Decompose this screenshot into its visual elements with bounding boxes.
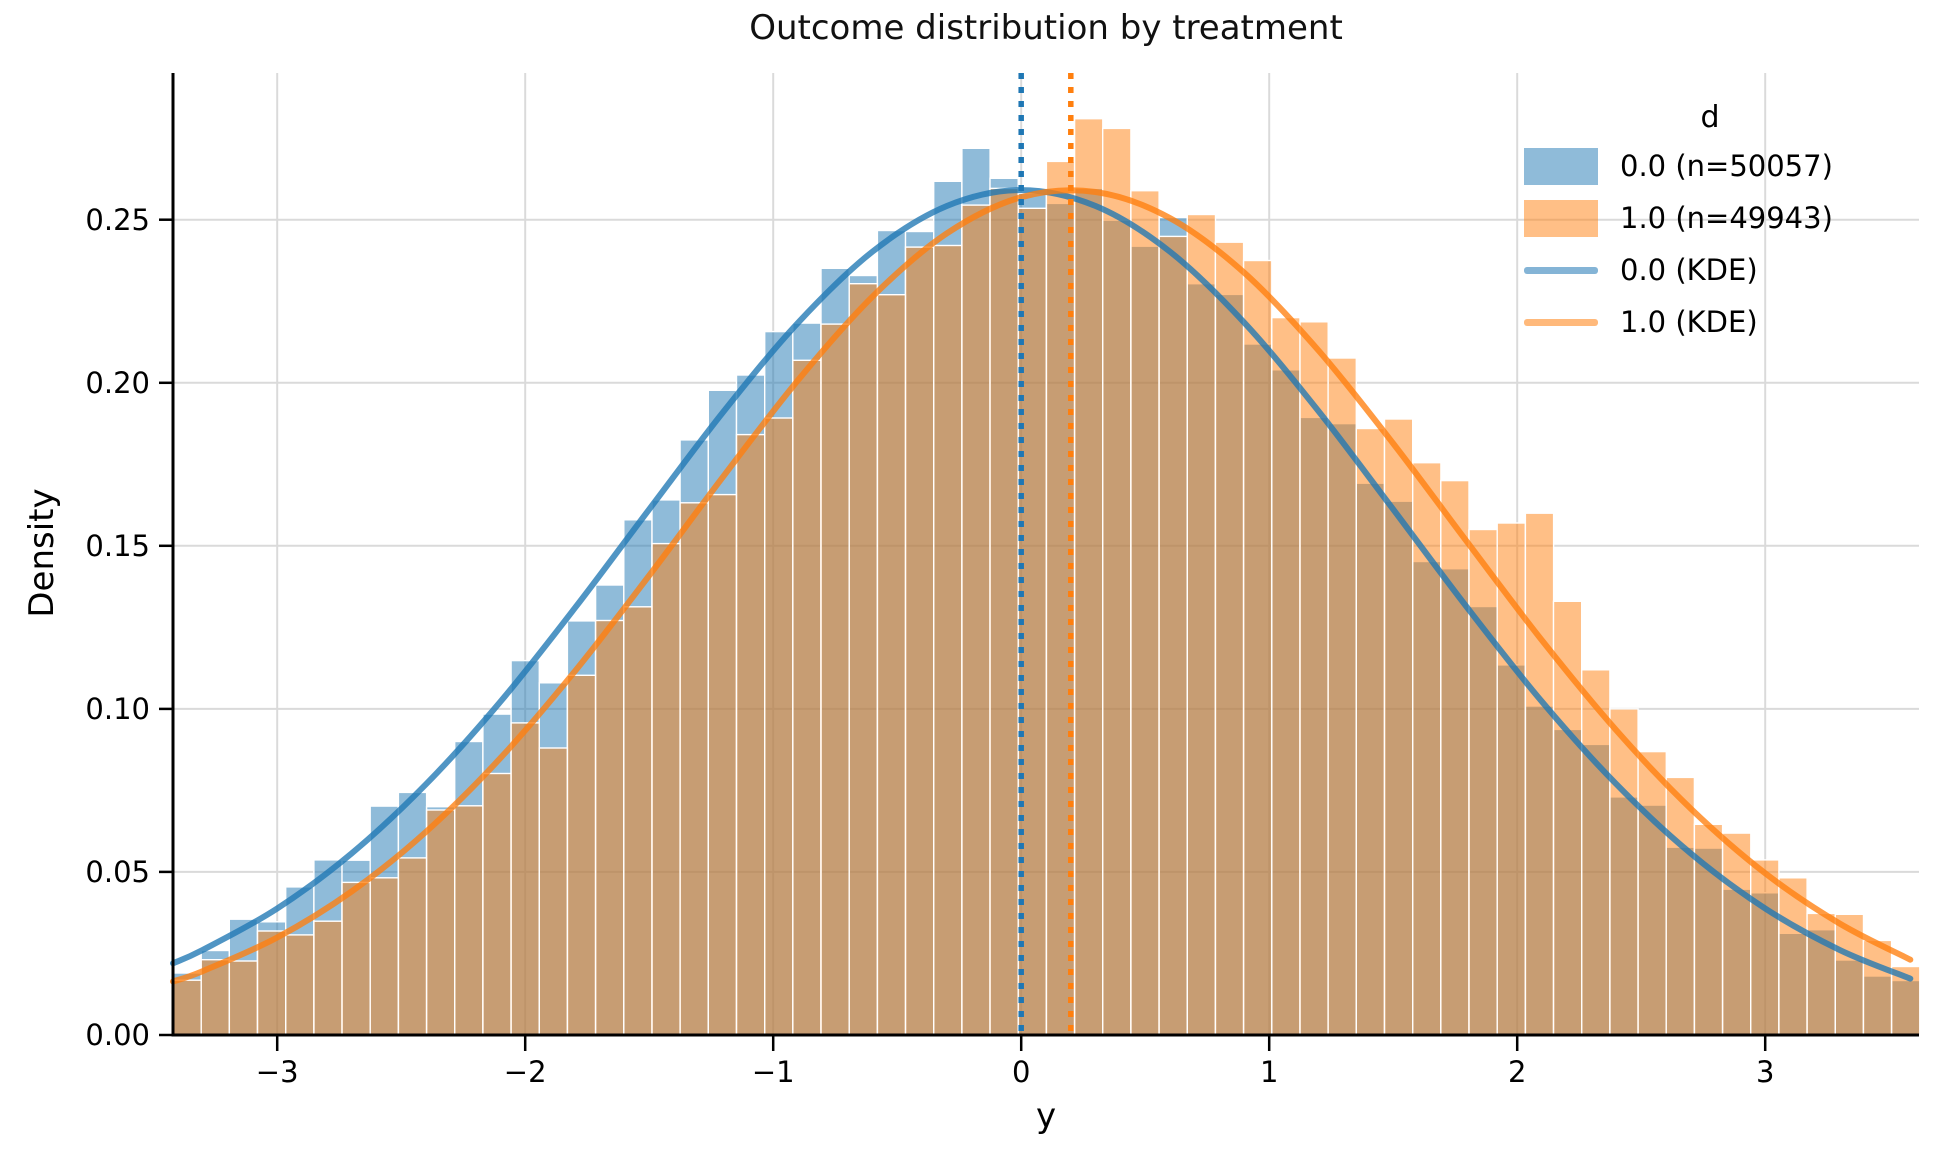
histogram-bar-group1 <box>1693 823 1724 1036</box>
y-tick-label: 0.05 <box>85 854 150 889</box>
histogram-bar-group1 <box>1806 912 1836 1036</box>
y-tick-label: 0.15 <box>85 528 150 563</box>
histogram-bar-group1 <box>1524 512 1555 1036</box>
legend-patch-swatch <box>1524 147 1598 185</box>
x-tick-label: 2 <box>1507 1055 1527 1089</box>
x-tick-label: −3 <box>255 1055 299 1089</box>
histogram-bar-group1 <box>1101 127 1132 1036</box>
histogram-bar-group1 <box>1411 462 1442 1036</box>
histogram-bar-group1 <box>313 920 343 1036</box>
legend: d 0.0 (n=50057) 1.0 (n=49943) 0.0 (KDE) 1.0… <box>1500 96 1920 348</box>
legend-line-swatch <box>1524 266 1598 274</box>
legend-label: 0.0 (KDE) <box>1620 253 1758 287</box>
kde-curve-group1 <box>170 187 1914 985</box>
y-axis-label: Density <box>22 488 62 618</box>
histogram-bar-group1 <box>1158 235 1188 1036</box>
y-tick-label: 0.25 <box>85 202 150 237</box>
x-tick-label: 1 <box>1259 1055 1279 1089</box>
legend-title: d <box>1700 100 1720 135</box>
histogram-bar-group1 <box>1186 213 1217 1036</box>
histogram-bar-group1 <box>1242 259 1273 1036</box>
histogram-bar-group1 <box>679 502 709 1036</box>
histogram-bar-group1 <box>341 881 371 1036</box>
histogram-bar-group1 <box>1355 427 1386 1036</box>
histogram-bar-group1 <box>735 433 766 1036</box>
y-tick-label: 0.00 <box>85 1018 150 1052</box>
histogram-bar-group1 <box>172 979 202 1036</box>
histogram-bar-group1 <box>228 960 259 1036</box>
legend-label: 1.0 (n=49943) <box>1620 201 1833 235</box>
x-tick-label: 0 <box>1011 1055 1031 1089</box>
histogram-bar-group1 <box>425 809 456 1036</box>
histogram-bar-group1 <box>651 542 681 1036</box>
histogram-bar-group1 <box>397 857 428 1036</box>
histogram-bar-group1 <box>623 606 653 1036</box>
histogram-bar-group1 <box>1665 776 1696 1036</box>
histogram-bar-group1 <box>848 283 879 1036</box>
histogram-bar-group1 <box>1214 241 1245 1036</box>
histogram-bar-group1 <box>1271 316 1301 1036</box>
x-axis-label: y <box>1035 1096 1057 1136</box>
legend-label: 0.0 (n=50057) <box>1620 149 1833 183</box>
legend-label: 1.0 (KDE) <box>1620 305 1758 339</box>
histogram-bar-group1 <box>933 244 963 1036</box>
histogram-bar-group1 <box>707 493 738 1036</box>
histogram-bar-group1 <box>876 294 907 1036</box>
histogram-bar-group1 <box>1552 600 1583 1036</box>
histogram-bar-group1 <box>764 417 794 1036</box>
histogram-bar-group1 <box>989 187 1019 1036</box>
histogram-bar-group1 <box>904 246 935 1036</box>
x-tick-label: 3 <box>1755 1055 1775 1089</box>
histogram-bar-group1 <box>1862 939 1893 1036</box>
legend-row: 1.0 (n=49943) <box>1500 192 1920 244</box>
legend-row: 0.0 (KDE) <box>1500 244 1920 296</box>
legend-row: 0.0 (n=50057) <box>1500 140 1920 192</box>
histogram-bar-group1 <box>792 359 822 1036</box>
histogram-bar-group1 <box>961 204 991 1036</box>
histogram-bar-group1 <box>1130 189 1160 1036</box>
histogram-bar-group1 <box>1073 117 1104 1036</box>
legend-patch-swatch <box>1524 199 1598 237</box>
histogram-bar-group1 <box>1609 708 1639 1036</box>
histogram-bar-group1 <box>1327 357 1357 1036</box>
histogram-bar-group1 <box>1721 832 1752 1036</box>
histogram-bar-group1 <box>285 934 315 1036</box>
x-tick-label: −2 <box>503 1055 547 1089</box>
y-tick-label: 0.10 <box>85 691 150 726</box>
x-tick-label: −1 <box>751 1055 795 1089</box>
legend-row: 1.0 (KDE) <box>1500 296 1920 348</box>
histogram-bar-group1 <box>510 722 541 1036</box>
histogram-bar-group1 <box>1749 859 1780 1036</box>
histogram-bar-group1 <box>566 674 597 1036</box>
histogram-bar-group1 <box>1580 669 1611 1036</box>
chart-title: Outcome distribution by treatment <box>749 8 1343 48</box>
legend-entries: 0.0 (n=50057) 1.0 (n=49943) 0.0 (KDE) 1.0 (… <box>1500 140 1920 348</box>
y-tick-label: 0.20 <box>85 365 150 400</box>
histogram-bar-group1 <box>1637 750 1667 1036</box>
legend-line-swatch <box>1524 318 1598 326</box>
histogram-bar-group1 <box>1440 479 1470 1036</box>
histogram-bar-group1 <box>482 772 512 1036</box>
histogram-bar-group1 <box>594 619 625 1036</box>
histogram-bar-group1 <box>1468 528 1498 1036</box>
histogram-bar-group1 <box>369 877 400 1036</box>
histogram-bar-group1 <box>454 805 484 1036</box>
histogram-bar-group1 <box>1383 418 1414 1036</box>
histogram-bar-group1 <box>1299 321 1329 1036</box>
histogram-bar-group1 <box>820 323 850 1036</box>
histogram-bar-group1 <box>1778 877 1808 1036</box>
histogram-bar-group1 <box>538 747 569 1036</box>
